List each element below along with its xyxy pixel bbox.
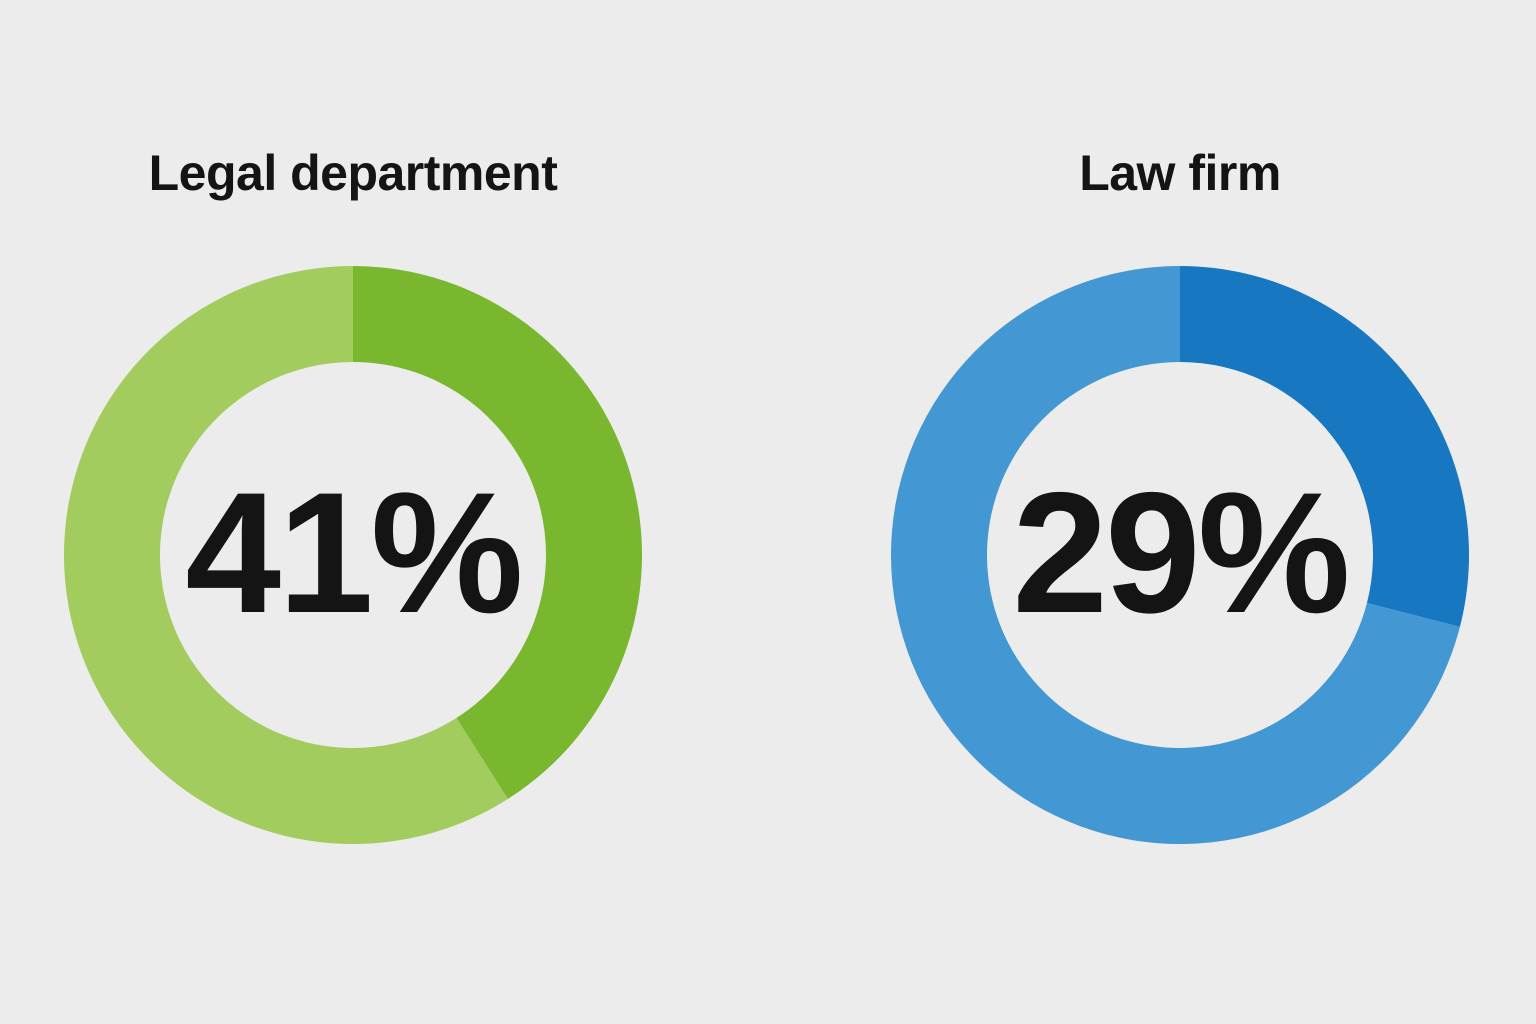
percent-label-legal-department: 41%: [185, 457, 523, 649]
donut-ring-law-firm: [891, 266, 1469, 844]
chart-law-firm: Law firm 29%: [880, 0, 1480, 1024]
donut-segment-highlighted-share: [1180, 266, 1469, 627]
chart-title-law-firm: Law firm: [1079, 145, 1281, 201]
donut-ring-legal-department: [63, 266, 642, 844]
donut-segment-remainder: [63, 266, 508, 844]
chart-title-legal-department: Legal department: [148, 145, 558, 201]
donut-law-firm: 29%: [880, 255, 1480, 855]
donut-segment-highlighted-share: [353, 266, 642, 800]
chart-legal-department: Legal department 41%: [53, 0, 653, 1024]
percent-label-law-firm: 29%: [1012, 457, 1350, 649]
donut-segment-remainder: [891, 266, 1460, 844]
donut-legal-department: 41%: [53, 255, 653, 855]
